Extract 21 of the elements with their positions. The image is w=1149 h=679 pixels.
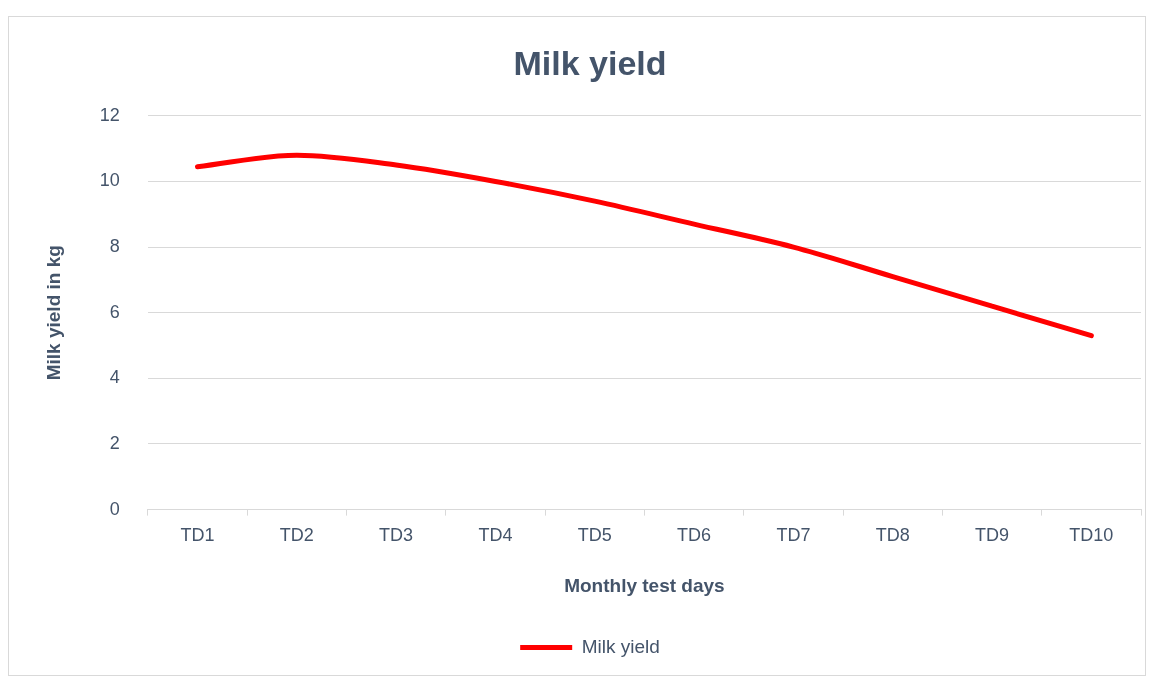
x-tick-label: TD6 <box>677 525 712 546</box>
x-axis-title: Monthly test days <box>564 574 725 596</box>
x-tick-label: TD10 <box>1069 525 1114 546</box>
x-tick-label: TD4 <box>478 525 513 546</box>
x-tick-label: TD2 <box>279 525 314 546</box>
x-tick-label: TD9 <box>975 525 1010 546</box>
y-tick-label: 0 <box>109 498 120 519</box>
y-axis-title: Milk yield in kg <box>42 245 64 381</box>
y-tick-label: 8 <box>109 236 120 257</box>
x-tick-label: TD7 <box>776 525 811 546</box>
chart-title: Milk yield <box>513 43 667 82</box>
legend-label: Milk yield <box>581 635 660 657</box>
y-tick-label: 6 <box>109 301 120 322</box>
y-tick-label: 4 <box>109 367 120 388</box>
y-tick-label: 10 <box>99 170 120 191</box>
y-tick-label: 2 <box>109 432 120 453</box>
x-tick-label: TD5 <box>577 525 612 546</box>
y-tick-label: 12 <box>99 104 120 125</box>
x-tick-label: TD3 <box>379 525 414 546</box>
x-tick-label: TD1 <box>180 525 215 546</box>
x-tick-label: TD8 <box>875 525 910 546</box>
